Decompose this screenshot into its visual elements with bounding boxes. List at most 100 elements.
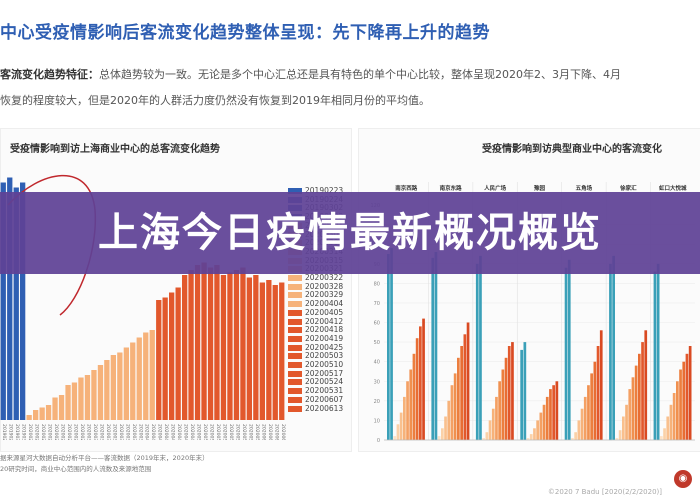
category-label: 南京西路 — [395, 184, 418, 192]
right-bar — [580, 408, 584, 440]
left-tick-label: 20200509 — [209, 424, 215, 440]
left-tick-label: 20200517 — [228, 424, 234, 440]
legend-swatch — [288, 388, 302, 395]
left-bar — [20, 182, 26, 420]
legend-entry: 20200503 — [288, 351, 343, 360]
legend-swatch — [288, 292, 302, 299]
right-bar — [491, 408, 495, 440]
left-tick-label: 20200510 — [215, 424, 221, 440]
right-bar — [663, 428, 666, 441]
legend-entry: 20200510 — [288, 360, 343, 369]
left-bar — [26, 415, 32, 420]
legend-swatch — [288, 301, 302, 308]
left-tick-label: 20200315 — [111, 424, 117, 440]
right-bar — [495, 396, 498, 440]
left-tick-label: 20200425 — [183, 424, 189, 440]
legend-label: 20200322 — [305, 273, 344, 282]
y-tick-label: 70 — [374, 301, 380, 307]
right-bar — [679, 369, 682, 440]
legend-entry: 20200328 — [288, 282, 343, 291]
left-bar — [84, 375, 91, 420]
left-bar — [201, 262, 207, 420]
right-bar — [434, 252, 438, 440]
left-tick-label: 20200307 — [92, 424, 98, 440]
right-bar — [555, 381, 559, 441]
legend-label: 20200412 — [305, 316, 344, 326]
right-bar — [450, 385, 454, 440]
right-bar — [622, 416, 625, 440]
trend-feature-text: 总体趋势较为一致。无论是多个中心汇总还是具有特色的单个中心比较，整体呈现2020… — [99, 68, 621, 81]
y-tick-label: 10 — [374, 418, 380, 424]
y-tick-label: 30 — [374, 379, 380, 385]
right-bar — [453, 373, 457, 440]
left-tick-label: 20200201 — [27, 424, 33, 440]
legend-entry: 20200404 — [288, 299, 343, 308]
legend-entry: 20200517 — [288, 369, 343, 378]
left-bar — [182, 275, 188, 420]
right-bar — [618, 430, 622, 440]
left-tick-label: 20200405 — [150, 424, 156, 440]
legend-entry: 20200405 — [288, 308, 343, 317]
right-bar — [466, 322, 470, 440]
legend-swatch — [288, 283, 302, 290]
legend-label: 20200613 — [305, 403, 344, 413]
y-tick-label: 40 — [374, 360, 380, 366]
left-bar — [136, 337, 142, 420]
legend-label: 20200607 — [305, 394, 344, 404]
legend-label: 20190223 — [305, 186, 344, 195]
right-bar — [669, 404, 673, 441]
left-bar — [130, 342, 136, 420]
left-tick-label: 20190223 — [1, 424, 7, 440]
left-tick-label: 20200613 — [273, 424, 279, 440]
right-bar — [596, 346, 600, 440]
legend-entry: 20200412 — [288, 317, 343, 326]
left-bar — [104, 360, 110, 420]
left-chart-title: 受疫情影响到访上海商业中心的总客流变化趋势 — [10, 144, 220, 155]
watermark: ©2020 7 Badu [2020(2/2/2020)] — [547, 488, 662, 496]
right-bar — [387, 254, 390, 440]
legend-swatch — [288, 188, 302, 194]
legend-swatch — [288, 396, 302, 403]
legend-label: 20200531 — [305, 386, 344, 396]
right-bar — [688, 346, 692, 440]
left-bar — [240, 267, 246, 420]
right-bar — [479, 255, 482, 440]
legend-entry: 20200425 — [288, 343, 343, 352]
category-label: 五角场 — [576, 184, 593, 192]
page-title: 中心受疫情影响后客流变化趋势整体呈现：先下降再上升的趋势 — [0, 23, 490, 43]
right-bar — [498, 381, 501, 441]
left-tick-label: 20200412 — [163, 424, 169, 440]
right-bar — [653, 271, 657, 440]
right-bar — [422, 318, 425, 440]
left-bar — [233, 270, 240, 420]
left-bar — [52, 397, 58, 420]
left-bar — [65, 385, 71, 420]
right-bar — [676, 381, 679, 441]
left-bar-chart: 20190223 20190224 20190302 20190303 20200201… — [0, 174, 286, 440]
right-bar — [634, 365, 638, 440]
legend-entry: 20200418 — [288, 325, 343, 334]
right-bar — [571, 438, 574, 440]
left-tick-label: 20190302 — [14, 424, 20, 440]
legend-label: 20200503 — [305, 351, 344, 361]
right-bar — [587, 385, 590, 440]
right-bar — [615, 438, 619, 440]
left-tick-label: 20200223 — [73, 424, 79, 440]
left-tick-label: 20200502 — [196, 424, 202, 440]
right-bar — [396, 424, 400, 440]
right-bar — [609, 263, 612, 441]
left-bar — [7, 177, 13, 420]
right-bar — [412, 353, 416, 440]
left-tick-label: 20200419 — [176, 424, 182, 440]
left-tick-label: 20190303 — [21, 424, 27, 440]
left-bar — [279, 282, 285, 420]
right-bar — [447, 400, 451, 440]
left-bar — [97, 365, 104, 420]
right-bar — [631, 377, 635, 440]
right-bar — [399, 412, 403, 440]
right-bar — [641, 342, 644, 440]
right-bar — [593, 361, 597, 440]
right-bar — [638, 353, 641, 440]
right-bar — [441, 428, 444, 441]
right-chart-title: 受疫情影响到访典型商业中心的客流变化 — [482, 144, 662, 155]
